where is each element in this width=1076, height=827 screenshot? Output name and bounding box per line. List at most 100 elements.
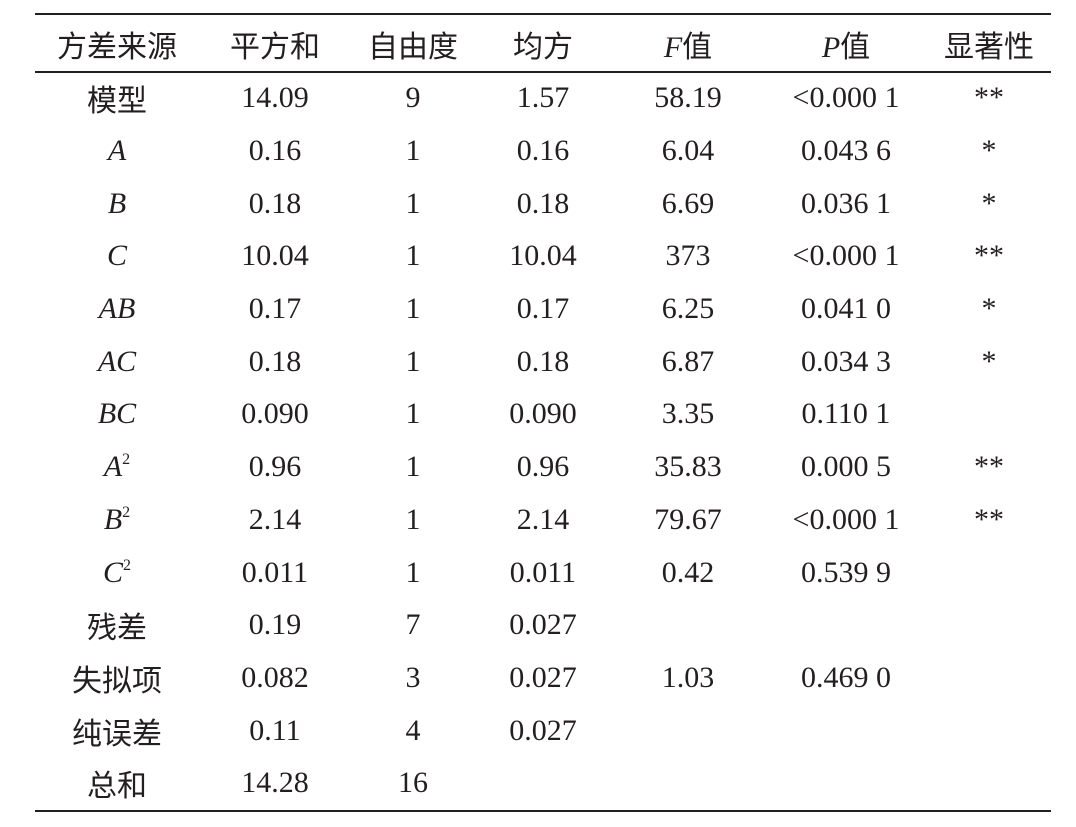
table-row: 模型 14.09 9 1.57 58.19 <0.000 1 ** — [35, 72, 1051, 125]
header-rule — [35, 71, 1051, 73]
cell-source: B — [35, 177, 199, 230]
cell-ss: 14.09 — [241, 81, 309, 115]
cell-f: 0.42 — [661, 555, 715, 589]
cell-source: 总和 — [35, 757, 199, 810]
cell-f: 6.25 — [661, 292, 715, 326]
source-label: A — [107, 134, 127, 168]
source-label: AC — [97, 344, 137, 378]
cell-sig: ** — [974, 239, 1004, 273]
source-label: B — [107, 186, 127, 220]
cell-ss: 0.011 — [241, 555, 309, 589]
header-row: 方差来源 平方和 自由度 均方 F值 P值 显著性 — [35, 16, 1051, 72]
cell-ms: 0.96 — [516, 450, 570, 484]
cell-df: 1 — [405, 502, 421, 536]
table-row: B2 2.14 1 2.14 79.67 <0.000 1 ** — [35, 494, 1051, 547]
source-label: 残差 — [87, 612, 147, 646]
bottom-rule — [35, 810, 1051, 812]
header-sig: 显著性 — [944, 31, 1034, 64]
cell-ss: 0.11 — [249, 713, 301, 747]
cell-sig: ** — [974, 81, 1004, 115]
cell-df: 7 — [405, 608, 421, 642]
cell-ss: 10.04 — [241, 239, 309, 273]
table-body: 模型 14.09 9 1.57 58.19 <0.000 1 ** A 0.16 1 0.16 6.0… — [35, 72, 1051, 810]
cell-ms: 0.18 — [516, 344, 570, 378]
source-label: AB — [98, 292, 136, 326]
cell-p — [765, 599, 927, 652]
cell-ms: 0.027 — [509, 713, 577, 747]
cell-source: 模型 — [35, 72, 199, 125]
cell-source: 纯误差 — [35, 704, 199, 757]
cell-df: 1 — [405, 450, 421, 484]
cell-df: 3 — [405, 660, 421, 694]
cell-ms: 0.16 — [516, 134, 570, 168]
cell-source: BC — [35, 388, 199, 441]
table-row: A2 0.96 1 0.96 35.83 0.000 5 ** — [35, 441, 1051, 494]
superscript: 2 — [122, 503, 131, 521]
cell-f: 6.69 — [661, 186, 715, 220]
cell-sig: * — [981, 292, 997, 326]
cell-f: 79.67 — [654, 502, 722, 536]
source-label: 失拟项 — [72, 664, 162, 698]
cell-ms: 1.57 — [516, 81, 570, 115]
header-p: P值 — [765, 16, 927, 72]
cell-p: 0.000 5 — [801, 450, 891, 484]
cell-df: 9 — [405, 81, 421, 115]
cell-f: 1.03 — [661, 660, 715, 694]
cell-ms: 0.011 — [509, 555, 577, 589]
cell-p: 0.469 0 — [801, 660, 891, 694]
header-p-text: P值 — [821, 31, 871, 64]
cell-sig — [927, 546, 1051, 599]
superscript: 2 — [123, 556, 131, 574]
cell-sig: * — [981, 186, 997, 220]
cell-sig — [927, 388, 1051, 441]
cell-df: 1 — [405, 292, 421, 326]
cell-df: 1 — [405, 239, 421, 273]
cell-p — [765, 757, 927, 810]
cell-p — [765, 704, 927, 757]
table-row: 失拟项 0.082 3 0.027 1.03 0.469 0 — [35, 652, 1051, 705]
header-df: 自由度 — [368, 31, 458, 64]
cell-ss: 14.28 — [241, 766, 309, 800]
cell-df: 16 — [398, 766, 428, 800]
table-row: C 10.04 1 10.04 373 <0.000 1 ** — [35, 230, 1051, 283]
table-row: C2 0.011 1 0.011 0.42 0.539 9 — [35, 546, 1051, 599]
cell-ss: 0.17 — [248, 292, 302, 326]
cell-p: <0.000 1 — [792, 239, 900, 273]
cell-source: A — [35, 125, 199, 178]
source-label: B — [103, 502, 123, 536]
table-row: BC 0.090 1 0.090 3.35 0.110 1 — [35, 388, 1051, 441]
table-row: 总和 14.28 16 — [35, 757, 1051, 810]
cell-df: 1 — [405, 397, 421, 431]
cell-ss: 0.082 — [241, 660, 309, 694]
source-label: A — [103, 450, 123, 484]
cell-source: C — [35, 230, 199, 283]
cell-df: 1 — [405, 134, 421, 168]
cell-ss: 0.19 — [248, 608, 302, 642]
cell-p: <0.000 1 — [792, 81, 900, 115]
header-f-text: F值 — [663, 31, 713, 64]
header-ms: 均方 — [513, 31, 573, 64]
source-label: 纯误差 — [72, 717, 162, 751]
cell-p: <0.000 1 — [792, 502, 900, 536]
header-f: F值 — [611, 16, 765, 72]
cell-f: 35.83 — [654, 450, 722, 484]
cell-ms: 0.18 — [516, 186, 570, 220]
cell-ms: 0.090 — [509, 397, 577, 431]
cell-f — [611, 704, 765, 757]
cell-source: AB — [35, 283, 199, 336]
cell-p: 0.041 0 — [801, 292, 891, 326]
cell-ms: 0.027 — [509, 608, 577, 642]
cell-ss: 0.090 — [241, 397, 309, 431]
cell-ss: 2.14 — [248, 502, 302, 536]
cell-f: 373 — [665, 239, 711, 273]
table-row: 残差 0.19 7 0.027 — [35, 599, 1051, 652]
cell-df: 1 — [405, 344, 421, 378]
header-source: 方差来源 — [57, 31, 177, 64]
superscript: 2 — [122, 451, 131, 469]
cell-f: 6.87 — [661, 344, 715, 378]
cell-p: 0.043 6 — [801, 134, 891, 168]
cell-f: 58.19 — [654, 81, 722, 115]
cell-source: B2 — [35, 494, 199, 547]
cell-sig: * — [981, 344, 997, 378]
cell-ss: 0.18 — [248, 344, 302, 378]
